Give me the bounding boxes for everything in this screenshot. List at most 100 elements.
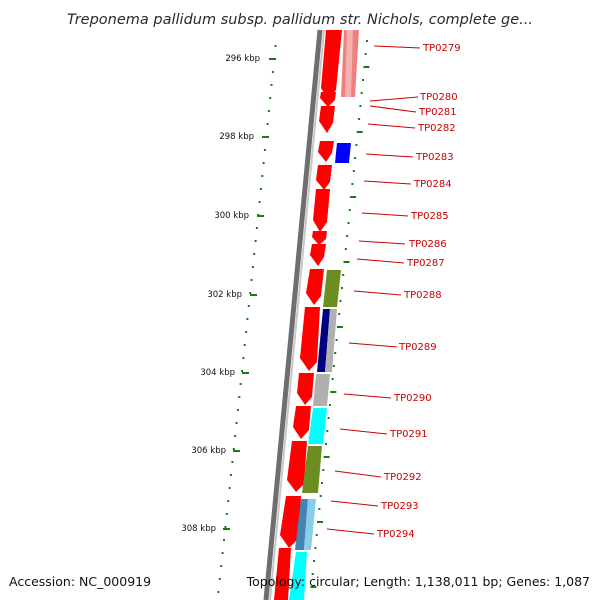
outer-ruler-dot: [355, 144, 358, 146]
ruler-dot: [238, 396, 241, 398]
outer-ruler-dot: [348, 209, 351, 211]
gene-label: TP0284: [413, 179, 452, 190]
outer-ruler-dot: [325, 443, 327, 445]
outer-ruler-dot: [334, 352, 337, 354]
kbp-label: 300 kbp: [214, 211, 249, 221]
outer-ruler-dot: [363, 66, 370, 68]
outer-ruler-dot: [313, 560, 316, 562]
outer-ruler-dot: [358, 118, 361, 120]
ruler-dot: [263, 149, 266, 151]
label-connectors: [326, 45, 421, 535]
outer-ruler-dot: [326, 430, 329, 432]
ruler-dot: [245, 331, 248, 333]
ruler-dot: [217, 591, 220, 593]
ruler-dot: [239, 383, 242, 385]
gene-feature: [316, 165, 332, 190]
gene-label: TP0287: [406, 258, 445, 269]
ruler-dot: [241, 370, 243, 372]
map-title: Treponema pallidum subsp. pallidum str. …: [67, 12, 533, 28]
outer-ruler-dot: [359, 105, 362, 107]
ruler-dot: [261, 175, 264, 177]
outer-ruler-dot: [318, 508, 321, 510]
gene-feature: [320, 92, 336, 107]
gene-label: TP0282: [417, 123, 456, 134]
outer-ruler-dot: [343, 261, 350, 263]
gene-feature: [295, 499, 308, 550]
accession-text: Accession: NC_000919: [9, 574, 151, 589]
ruler-dot: [234, 435, 237, 437]
gene-label: TP0291: [389, 429, 428, 440]
outer-ruler-dot: [328, 404, 331, 406]
gene-label: TP0289: [398, 342, 437, 353]
gene-label: TP0288: [403, 290, 442, 301]
outer-ruler-dot: [356, 131, 363, 133]
gene-label: TP0286: [408, 239, 447, 250]
genome-backbone: [263, 29, 325, 600]
ruler-dot: [236, 409, 239, 411]
gene-label: TP0279: [422, 43, 461, 54]
outer-ruler-dot: [327, 417, 330, 419]
kbp-label: 298 kbp: [219, 132, 254, 142]
ruler-dot: [267, 110, 270, 112]
gene-feature: [318, 141, 334, 162]
outer-ruler-dot: [362, 79, 364, 81]
outer-ruler-dot: [354, 157, 357, 159]
ruler-dot: [253, 253, 256, 255]
gene-feature: [287, 441, 307, 492]
outer-ruler-dot: [352, 170, 355, 172]
kbp-label: 308 kbp: [181, 524, 216, 534]
gene-feature: [325, 309, 337, 372]
ruler-dot: [230, 474, 232, 476]
outer-ruler-dot: [317, 521, 323, 523]
ruler-dot: [235, 422, 238, 424]
gene-label: TP0283: [415, 152, 454, 163]
ruler-dot: [262, 162, 265, 164]
outer-ruler-dot: [315, 534, 318, 536]
ruler-dot: [270, 84, 273, 86]
ruler-dot: [258, 201, 261, 203]
outer-ruler-dot: [330, 391, 337, 393]
gene-feature: [297, 373, 314, 405]
ruler-dot: [224, 526, 227, 528]
gene-label: TP0294: [376, 529, 415, 540]
ruler-dot: [218, 578, 221, 580]
ruler-dot: [232, 448, 235, 450]
gene-label: TP0293: [380, 501, 419, 512]
outer-ruler-dot: [339, 300, 342, 302]
gene-feature: [289, 552, 307, 600]
outer-ruler-dot: [364, 53, 367, 55]
ruler-dot: [228, 487, 231, 489]
ruler-dot: [231, 461, 234, 463]
gene-label: TP0290: [393, 393, 432, 404]
kbp-label: 304 kbp: [200, 368, 235, 378]
ruler-dot: [247, 305, 250, 307]
outer-ruler-dot: [310, 586, 317, 588]
ruler-dot: [223, 539, 225, 541]
outer-ruler-dot: [335, 339, 338, 341]
kbp-label: 302 kbp: [207, 290, 242, 300]
ruler-dots: [217, 45, 277, 593]
ruler-dot: [269, 97, 272, 99]
outer-ruler-dot: [314, 547, 317, 549]
outer-ruler-dot: [366, 40, 368, 42]
ruler-dot: [227, 500, 230, 502]
outer-ruler-dot: [360, 92, 363, 94]
forward-strand: [274, 30, 342, 600]
topology-text: Topology: circular; Length: 1,138,011 bp…: [246, 574, 590, 589]
gene-feature: [293, 406, 311, 439]
ruler-dot: [274, 45, 277, 47]
outer-ruler-dot: [331, 378, 334, 380]
gene-feature: [306, 269, 324, 305]
ruler-dot: [242, 357, 245, 359]
ruler-dot: [266, 123, 269, 125]
gene-feature: [317, 309, 330, 372]
ruler-dot: [221, 552, 224, 554]
gene-label: TP0280: [419, 92, 458, 103]
ruler-dot: [225, 513, 228, 515]
ruler-dot: [250, 279, 253, 281]
outer-ruler-dot: [342, 274, 345, 276]
ruler-dot: [243, 344, 246, 346]
gene-feature: [308, 408, 327, 444]
outer-ruler-dot: [346, 235, 349, 237]
